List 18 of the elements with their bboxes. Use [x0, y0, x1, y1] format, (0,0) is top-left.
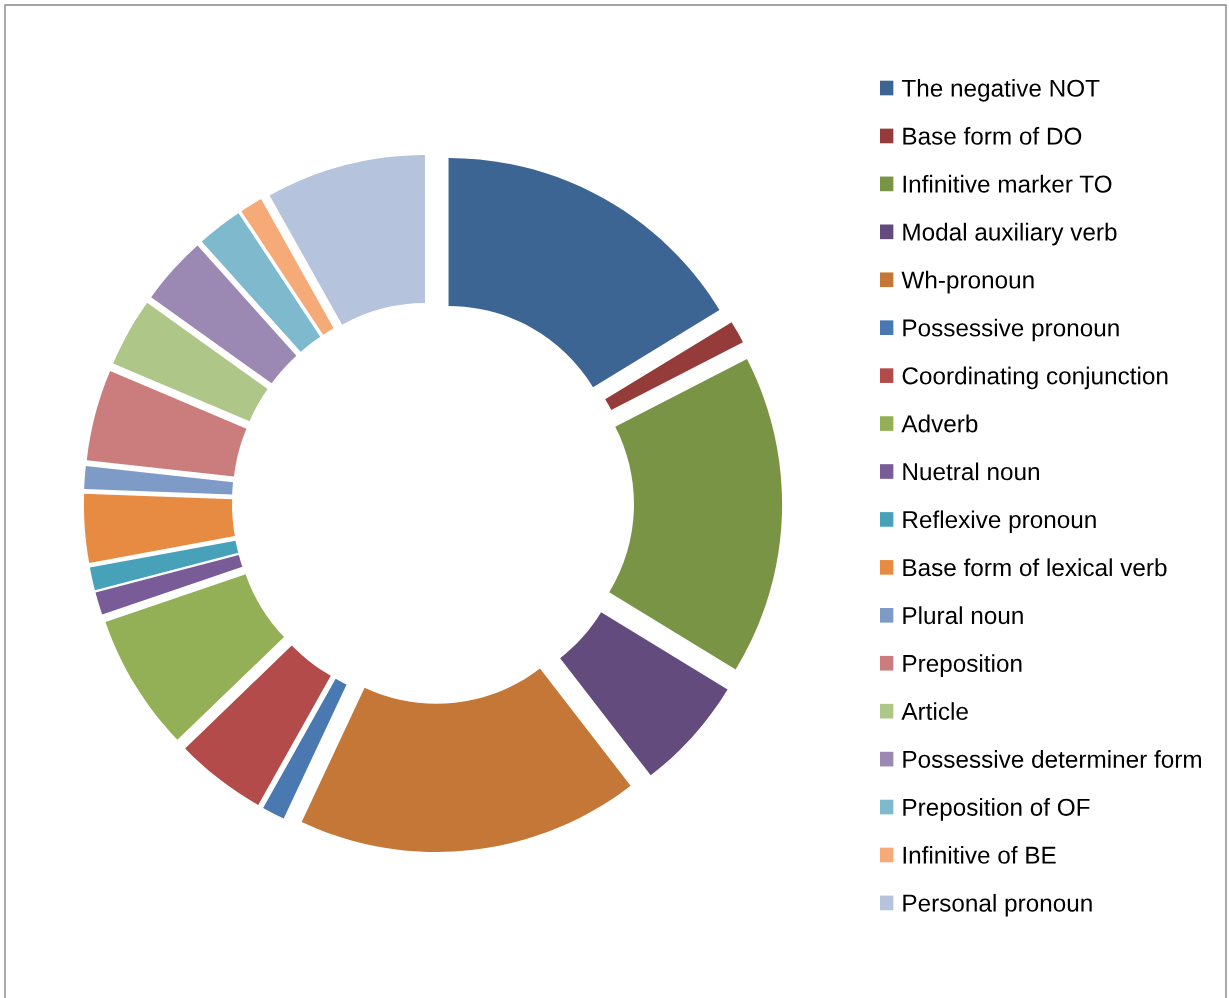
legend-label: Wh-pronoun	[901, 270, 1034, 294]
legend-label: Article	[901, 702, 968, 721]
legend-label: Personal pronoun	[903, 893, 1092, 917]
legend-label: Coordinating conjunction	[902, 366, 1168, 390]
legend-label: Possessive pronoun	[903, 318, 1119, 342]
legend-label: Infinitive marker TO	[903, 174, 1112, 193]
legend-label: Preposition of OF	[903, 798, 1090, 821]
legend-label: Possessive determiner form	[903, 750, 1202, 768]
legend-label: Plural noun	[903, 606, 1023, 625]
legend-label: Infinitive of BE	[903, 845, 1056, 864]
legend-label: Base form of lexical verb	[903, 558, 1167, 577]
legend-label: Adverb	[901, 414, 978, 433]
legend-label: The negative NOT	[901, 79, 1100, 102]
legend-label: Modal auxiliary verb	[903, 222, 1117, 246]
legend-label: Base form of DO	[903, 126, 1082, 145]
legend-label: Nuetral noun	[903, 462, 1039, 481]
legend-label: Reflexive pronoun	[903, 510, 1096, 534]
legend-label: Preposition	[903, 654, 1022, 677]
